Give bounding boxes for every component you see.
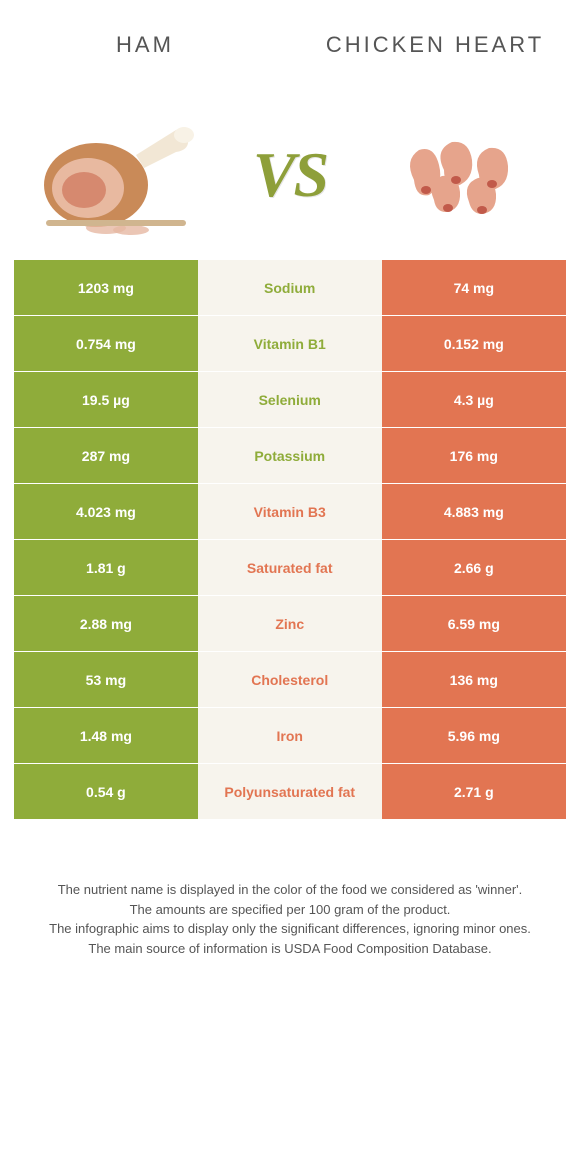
images-row: VS <box>0 90 580 260</box>
value-right: 2.71 g <box>382 764 566 819</box>
nutrient-label: Sodium <box>198 260 382 315</box>
chicken-heart-icon <box>384 120 534 230</box>
value-right: 0.152 mg <box>382 316 566 371</box>
value-right: 74 mg <box>382 260 566 315</box>
value-right: 5.96 mg <box>382 708 566 763</box>
value-right: 4.883 mg <box>382 484 566 539</box>
table-row: 0.754 mgVitamin B10.152 mg <box>14 316 566 372</box>
value-left: 2.88 mg <box>14 596 198 651</box>
table-row: 0.54 gPolyunsaturated fat2.71 g <box>14 764 566 820</box>
nutrient-label: Saturated fat <box>198 540 382 595</box>
value-left: 1.48 mg <box>14 708 198 763</box>
header-left: HAM <box>0 32 290 58</box>
nutrient-label: Zinc <box>198 596 382 651</box>
header-row: HAM CHICKEN HEART <box>0 0 580 90</box>
table-row: 4.023 mgVitamin B34.883 mg <box>14 484 566 540</box>
table-row: 19.5 µgSelenium4.3 µg <box>14 372 566 428</box>
footer-line: The infographic aims to display only the… <box>30 919 550 939</box>
value-left: 1.81 g <box>14 540 198 595</box>
food-image-left <box>0 90 243 260</box>
table-row: 1.81 gSaturated fat2.66 g <box>14 540 566 596</box>
header-right: CHICKEN HEART <box>290 32 580 58</box>
ham-icon <box>36 110 206 240</box>
value-left: 0.54 g <box>14 764 198 819</box>
comparison-table: 1203 mgSodium74 mg0.754 mgVitamin B10.15… <box>14 260 566 820</box>
value-right: 176 mg <box>382 428 566 483</box>
nutrient-label: Polyunsaturated fat <box>198 764 382 819</box>
value-left: 287 mg <box>14 428 198 483</box>
value-left: 53 mg <box>14 652 198 707</box>
value-left: 1203 mg <box>14 260 198 315</box>
nutrient-label: Selenium <box>198 372 382 427</box>
footer-line: The amounts are specified per 100 gram o… <box>30 900 550 920</box>
value-right: 136 mg <box>382 652 566 707</box>
value-right: 6.59 mg <box>382 596 566 651</box>
vs-label: VS <box>243 138 337 212</box>
table-row: 2.88 mgZinc6.59 mg <box>14 596 566 652</box>
table-row: 1203 mgSodium74 mg <box>14 260 566 316</box>
nutrient-label: Potassium <box>198 428 382 483</box>
value-left: 4.023 mg <box>14 484 198 539</box>
nutrient-label: Vitamin B3 <box>198 484 382 539</box>
nutrient-label: Iron <box>198 708 382 763</box>
value-right: 4.3 µg <box>382 372 566 427</box>
nutrient-label: Vitamin B1 <box>198 316 382 371</box>
table-row: 1.48 mgIron5.96 mg <box>14 708 566 764</box>
table-row: 53 mgCholesterol136 mg <box>14 652 566 708</box>
value-left: 0.754 mg <box>14 316 198 371</box>
footer-line: The nutrient name is displayed in the co… <box>30 880 550 900</box>
value-right: 2.66 g <box>382 540 566 595</box>
nutrient-label: Cholesterol <box>198 652 382 707</box>
value-left: 19.5 µg <box>14 372 198 427</box>
food-image-right <box>337 90 580 260</box>
footer-notes: The nutrient name is displayed in the co… <box>0 880 580 958</box>
table-row: 287 mgPotassium176 mg <box>14 428 566 484</box>
footer-line: The main source of information is USDA F… <box>30 939 550 959</box>
